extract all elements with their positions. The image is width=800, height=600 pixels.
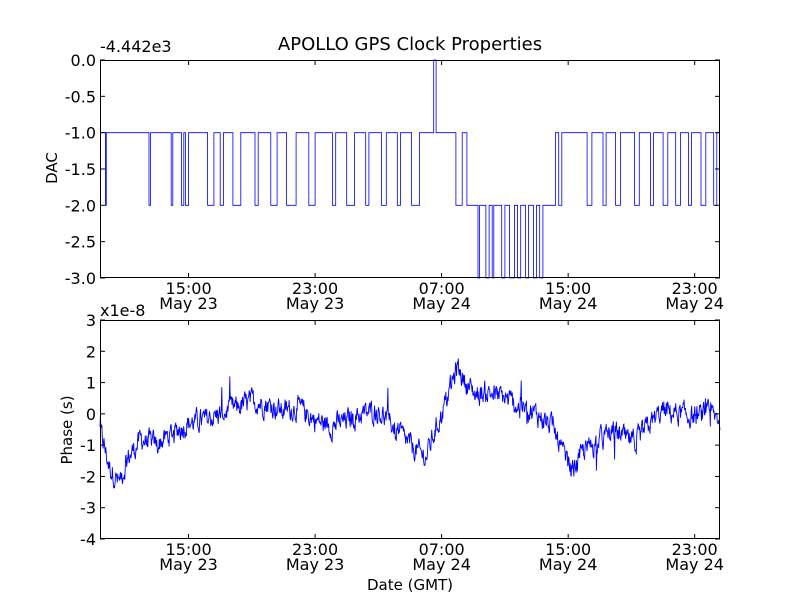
dac-xtick-time: 15:00 [166, 279, 212, 298]
dac-yticks: 0.0 -0.5 -1.0 -1.5 -2.0 -2.5 -3.0 [65, 51, 720, 288]
dac-xtick-date: May 23 [286, 294, 345, 313]
dac-xtick-time: 23:00 [292, 279, 338, 298]
dac-ytick-label: -1.5 [65, 160, 96, 179]
phase-ylabel: Phase (s) [58, 395, 76, 464]
dac-xtick-time: 23:00 [672, 279, 718, 298]
dac-plot-area [100, 59, 720, 279]
figure-title: APOLLO GPS Clock Properties [278, 34, 542, 55]
dac-xtick-time: 07:00 [419, 279, 465, 298]
phase-xtick-time: 23:00 [292, 540, 338, 559]
dac-ytick-label: 0.0 [71, 51, 96, 70]
phase-ytick-label: 0 [86, 405, 96, 424]
dac-frame [100, 60, 720, 278]
dac-xtick-date: May 24 [665, 294, 724, 313]
dac-ytick-label: -2.0 [65, 196, 96, 215]
phase-xtick-date: May 24 [412, 555, 471, 574]
phase-plot-area [99, 358, 721, 489]
phase-ytick-label: 2 [86, 342, 96, 361]
phase-ytick-label: -2 [80, 467, 96, 486]
dac-xtick-time: 15:00 [545, 279, 591, 298]
phase-ytick-label: -3 [80, 499, 96, 518]
phase-ytick-label: 1 [86, 374, 96, 393]
phase-xtick-date: May 23 [159, 555, 218, 574]
phase-xtick-date: May 23 [286, 555, 345, 574]
phase-xtick-date: May 24 [665, 555, 724, 574]
phase-ytick-label: -4 [80, 530, 96, 549]
dac-series-line [100, 59, 720, 279]
phase-ytick-label: -1 [80, 436, 96, 455]
phase-xlabel: Date (GMT) [367, 576, 453, 594]
dac-ytick-label: -1.0 [65, 124, 96, 143]
phase-xtick-time: 23:00 [672, 540, 718, 559]
phase-xtick-time: 07:00 [419, 540, 465, 559]
dac-xtick-date: May 24 [412, 294, 471, 313]
dac-axes: -4.442e3 DAC 0.0 -0.5 -1.0 -1.5 -2.0 -2.5 -3.0… [43, 37, 724, 313]
dac-xtick-date: May 23 [159, 294, 218, 313]
phase-xtick-date: May 24 [539, 555, 598, 574]
dac-ytick-label: -2.5 [65, 233, 96, 252]
phase-yticks: 3 2 1 0 -1 -2 -3 -4 [80, 311, 720, 549]
dac-ytick-label: -0.5 [65, 87, 96, 106]
phase-xtick-time: 15:00 [545, 540, 591, 559]
dac-ylabel: DAC [43, 152, 61, 184]
dac-offset-label: -4.442e3 [100, 37, 172, 56]
phase-offset-label: x1e-8 [100, 301, 145, 320]
dac-xtick-date: May 24 [539, 294, 598, 313]
phase-ytick-label: 3 [86, 311, 96, 330]
phase-frame [100, 320, 720, 539]
phase-xtick-time: 15:00 [166, 540, 212, 559]
phase-series-line [99, 358, 721, 489]
dac-ytick-label: -3.0 [65, 269, 96, 288]
